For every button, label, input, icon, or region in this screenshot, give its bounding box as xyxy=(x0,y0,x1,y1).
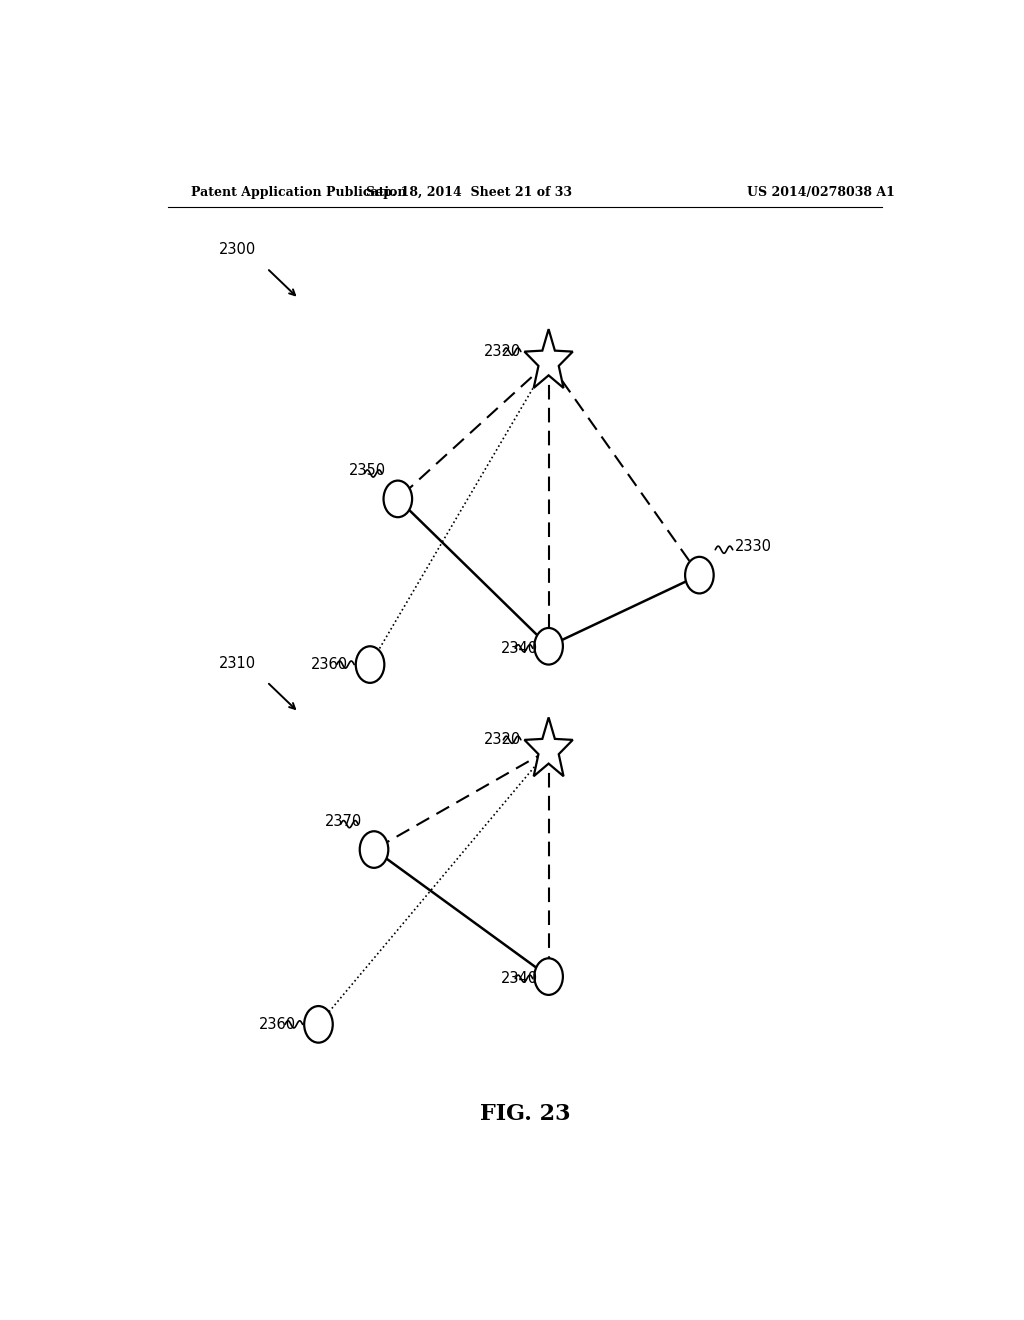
Text: Patent Application Publication: Patent Application Publication xyxy=(191,186,407,199)
Text: 2340: 2340 xyxy=(501,640,539,656)
Circle shape xyxy=(384,480,412,517)
Text: 2320: 2320 xyxy=(483,733,521,747)
Text: 2350: 2350 xyxy=(348,463,386,478)
Circle shape xyxy=(685,557,714,594)
Text: 2330: 2330 xyxy=(735,539,772,554)
Polygon shape xyxy=(524,718,572,776)
Circle shape xyxy=(535,958,563,995)
Polygon shape xyxy=(524,329,572,388)
Circle shape xyxy=(359,832,388,867)
Text: 2340: 2340 xyxy=(501,972,539,986)
Text: 2300: 2300 xyxy=(219,243,257,257)
Text: 2360: 2360 xyxy=(310,657,348,672)
Text: 2310: 2310 xyxy=(219,656,256,671)
Circle shape xyxy=(535,628,563,664)
Circle shape xyxy=(355,647,384,682)
Text: US 2014/0278038 A1: US 2014/0278038 A1 xyxy=(748,186,895,199)
Circle shape xyxy=(304,1006,333,1043)
Text: Sep. 18, 2014  Sheet 21 of 33: Sep. 18, 2014 Sheet 21 of 33 xyxy=(367,186,572,199)
Text: 2360: 2360 xyxy=(259,1016,296,1032)
Text: 2370: 2370 xyxy=(325,813,362,829)
Text: 2320: 2320 xyxy=(483,345,521,359)
Text: FIG. 23: FIG. 23 xyxy=(479,1102,570,1125)
